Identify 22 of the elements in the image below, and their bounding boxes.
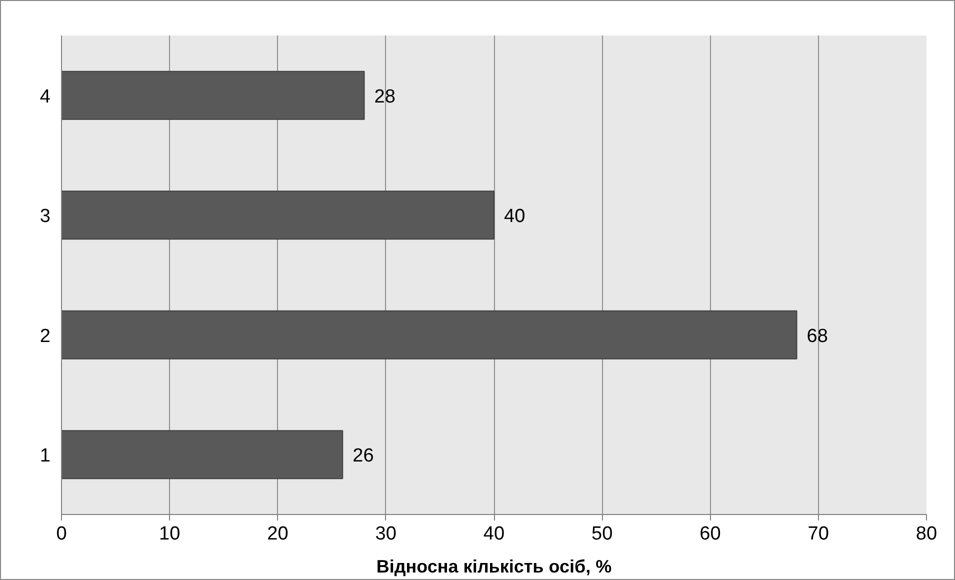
bar xyxy=(62,190,494,240)
x-tick-label: 80 xyxy=(916,524,938,544)
x-tick-label: 10 xyxy=(159,524,180,544)
data-label: 26 xyxy=(352,446,374,467)
y-tick-label: 2 xyxy=(40,326,51,347)
x-tick-label: 60 xyxy=(700,524,721,544)
x-axis-title: Відносна кількість осіб, % xyxy=(376,556,612,576)
x-tick-label: 70 xyxy=(808,524,829,544)
bar xyxy=(62,70,365,120)
x-tick-label: 0 xyxy=(56,524,67,544)
bar xyxy=(62,310,798,360)
y-tick-label: 4 xyxy=(40,86,51,108)
x-tick-label: 20 xyxy=(267,524,288,544)
x-tick-label: 40 xyxy=(483,524,505,544)
data-label: 40 xyxy=(504,206,526,228)
data-label: 68 xyxy=(806,326,828,347)
x-tick-label: 30 xyxy=(375,524,396,544)
y-tick-label: 3 xyxy=(40,206,51,228)
x-tick-label: 50 xyxy=(592,524,613,544)
data-label: 28 xyxy=(374,86,396,108)
bar xyxy=(62,430,344,480)
y-tick-label: 1 xyxy=(40,446,51,467)
